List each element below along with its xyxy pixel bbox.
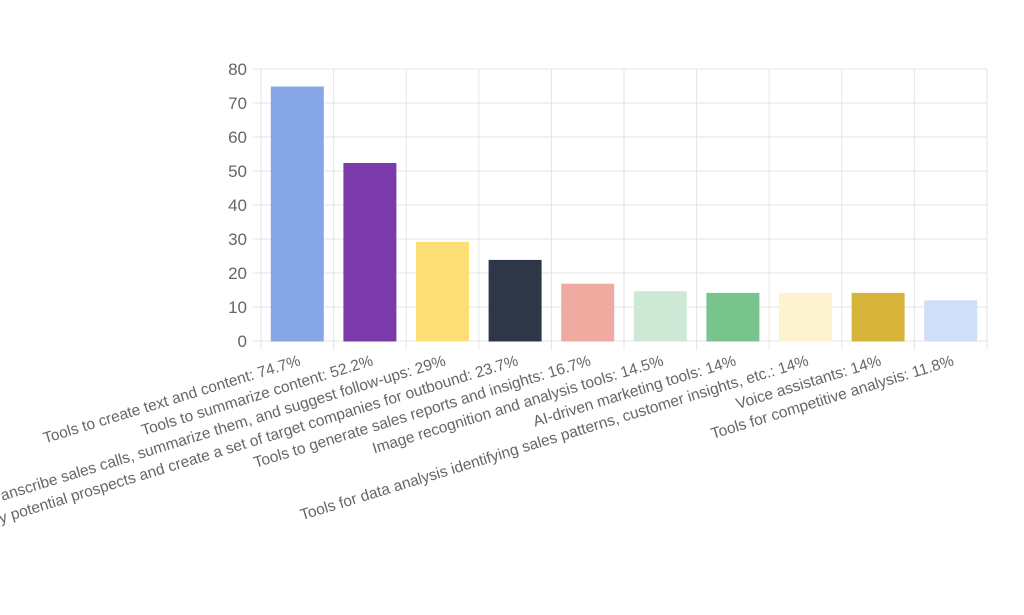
bar[interactable] xyxy=(343,163,397,342)
bar[interactable] xyxy=(633,291,687,342)
bar[interactable] xyxy=(706,292,760,342)
x-axis-labels: Tools to create text and content: 74.7%T… xyxy=(0,353,956,557)
bar[interactable] xyxy=(488,259,542,342)
bar[interactable] xyxy=(924,300,978,342)
y-tick-label: 30 xyxy=(228,230,247,249)
bar[interactable] xyxy=(779,292,832,342)
y-tick-label: 80 xyxy=(228,60,247,79)
bar[interactable] xyxy=(561,283,615,342)
y-tick-label: 20 xyxy=(228,264,247,283)
y-tick-label: 0 xyxy=(238,332,247,351)
y-tick-label: 70 xyxy=(228,94,247,113)
bars xyxy=(270,86,978,342)
y-tick-label: 60 xyxy=(228,128,247,147)
y-tick-label: 40 xyxy=(228,196,247,215)
y-tick-label: 10 xyxy=(228,298,247,317)
bar[interactable] xyxy=(851,292,905,342)
y-tick-label: 50 xyxy=(228,162,247,181)
bar[interactable] xyxy=(270,86,324,342)
y-axis-ticks: 0 10 20 30 40 50 60 70 80 xyxy=(228,60,247,351)
bar[interactable] xyxy=(416,241,469,342)
